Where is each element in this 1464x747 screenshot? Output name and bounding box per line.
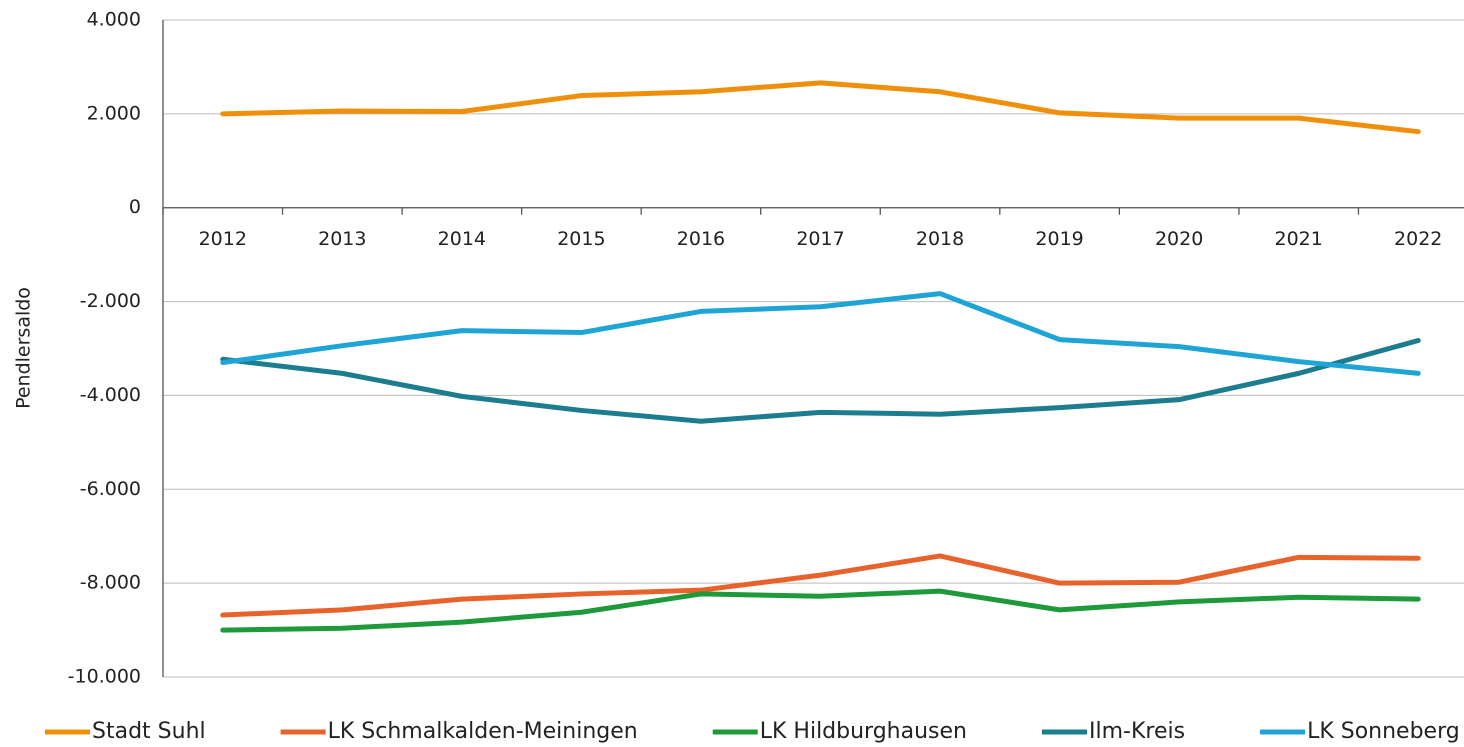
series-line [220, 291, 1421, 376]
x-tick-label: 2022 [1394, 228, 1442, 250]
y-tick-label: 2.000 [87, 102, 141, 124]
y-tick-label: -8.000 [80, 572, 141, 594]
legend-label: Ilm-Kreis [1089, 719, 1185, 744]
y-tick-label: 0 [129, 196, 141, 218]
series-line [220, 338, 1421, 424]
x-tick-label: 2018 [916, 228, 964, 250]
y-tick-label: -6.000 [80, 478, 141, 500]
x-tick-label: 2019 [1035, 228, 1083, 250]
x-tick-label: 2021 [1275, 228, 1323, 250]
series-line [220, 80, 1421, 135]
y-tick-label: 4.000 [87, 9, 141, 31]
y-tick-label: -4.000 [80, 384, 141, 406]
y-tick-label: -10.000 [68, 666, 141, 688]
x-tick-label: 2015 [557, 228, 605, 250]
x-tick-label: 2017 [796, 228, 844, 250]
x-tick-label: 2016 [677, 228, 725, 250]
series-line [220, 553, 1421, 618]
x-tick-label: 2013 [318, 228, 366, 250]
x-tick-label: 2020 [1155, 228, 1203, 250]
legend-label: LK Sonneberg [1307, 719, 1460, 744]
y-axis-label: Pendlersaldo [13, 287, 35, 409]
legend-label: Stadt Suhl [92, 719, 206, 744]
y-tick-label: -2.000 [80, 290, 141, 312]
series-line [220, 588, 1421, 633]
x-tick-label: 2012 [199, 228, 247, 250]
legend-label: LK Schmalkalden-Meiningen [328, 719, 638, 744]
legend-label: LK Hildburghausen [760, 719, 967, 744]
x-tick-label: 2014 [438, 228, 486, 250]
